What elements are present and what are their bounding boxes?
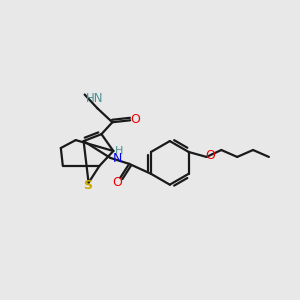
Text: H: H	[115, 146, 124, 156]
Text: HN: HN	[86, 92, 103, 105]
Text: O: O	[112, 176, 122, 189]
Text: S: S	[83, 179, 92, 192]
Text: O: O	[206, 149, 215, 162]
Text: O: O	[130, 113, 140, 126]
Text: N: N	[112, 152, 122, 165]
